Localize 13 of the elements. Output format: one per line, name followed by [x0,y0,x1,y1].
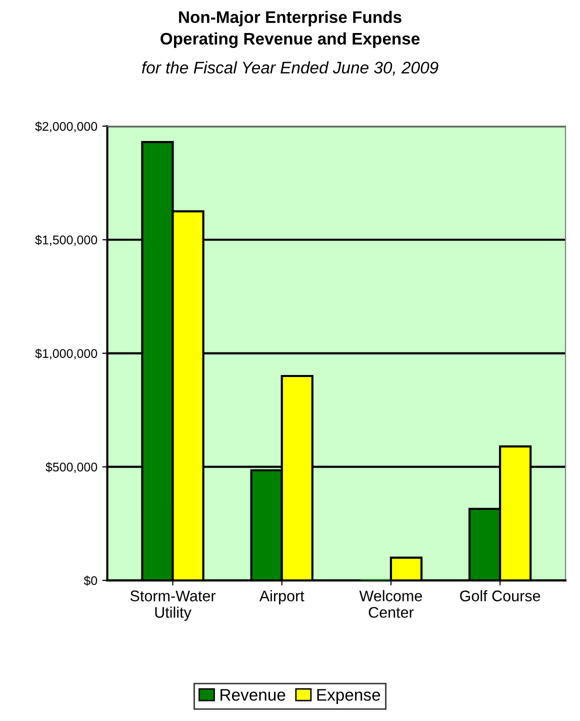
legend-label: Revenue [220,689,286,701]
x-tick-label: Golf Course [460,590,540,602]
y-tick-label: $500,000 [46,462,98,473]
x-tick-label: Airport [259,590,304,604]
chart-subtitle: for the Fiscal Year Ended June 30, 2009 [142,61,438,76]
y-tick-label: $1,500,000 [35,235,98,246]
y-tick-label: $2,000,000 [35,121,98,132]
x-tick-label: Storm-Water Utility [130,590,216,621]
legend-label: Expense [317,689,380,704]
y-tick-label: $0 [84,576,98,586]
chart-title: Non-Major Enterprise Funds Operating Revenue and Expense [160,10,420,48]
x-tick-label: Welcome Center [359,590,422,618]
y-tick-label: $1,000,000 [35,348,98,360]
